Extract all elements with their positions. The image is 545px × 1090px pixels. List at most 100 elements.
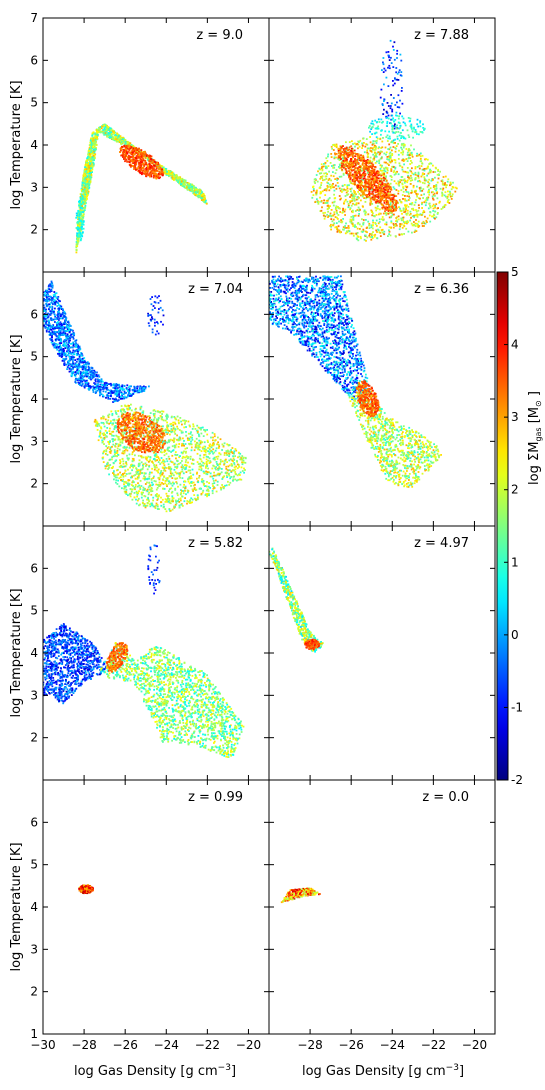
data-point [102,125,104,128]
data-point [376,127,378,130]
data-point [320,182,323,184]
data-point [87,155,89,158]
data-point [410,203,413,206]
data-point [394,123,396,126]
data-point [88,178,90,181]
data-point [362,223,365,226]
data-point [354,167,357,169]
data-point [393,120,396,123]
data-point [73,353,76,356]
data-point [83,180,86,183]
data-point [148,174,151,177]
data-point [347,203,350,205]
data-point [175,174,178,176]
data-point [200,196,202,199]
data-point [92,156,95,158]
data-point [321,168,324,171]
data-point [415,230,418,232]
data-point [80,211,83,213]
data-point [320,200,323,202]
data-point [380,88,383,91]
data-point [381,146,384,149]
data-point [449,192,452,195]
data-point [83,209,86,211]
data-point [60,332,63,335]
data-point [75,216,78,219]
data-point [352,163,354,166]
data-point [106,384,108,386]
data-point [360,225,363,228]
data-point [78,217,80,220]
data-point [84,185,87,188]
data-point [318,167,321,170]
data-point [332,223,335,226]
data-point [371,133,373,135]
data-point [128,163,131,166]
data-point [84,166,86,169]
data-point [358,141,360,144]
data-point [84,192,86,195]
data-point [91,132,94,135]
data-point [414,173,417,176]
data-point [109,131,112,134]
data-point [427,196,430,199]
data-point [325,189,328,192]
y-tick-label: 5 [30,96,38,110]
data-point [90,174,93,176]
data-point [341,151,344,153]
data-point [322,179,324,182]
data-point [388,158,390,161]
data-point [377,125,379,128]
data-point [370,122,373,125]
data-point [389,200,392,203]
data-point [409,213,412,215]
data-point [109,136,111,139]
data-point [320,167,323,170]
data-point [140,169,143,171]
data-point [353,168,356,171]
data-point [404,204,406,207]
data-point [385,206,387,209]
data-point [371,173,373,176]
data-point [428,178,430,181]
data-point [410,222,413,225]
data-point [338,152,341,155]
data-point [94,147,96,150]
data-point [204,201,207,204]
data-point [376,176,378,179]
data-point [374,180,377,183]
data-point [419,197,421,200]
data-point [380,150,383,153]
data-point [145,156,148,159]
data-point [394,104,397,106]
data-point [379,137,382,140]
data-point [444,182,446,184]
data-point [429,205,431,207]
data-point [413,190,416,193]
data-point [437,170,439,172]
data-point [377,193,380,195]
data-point [375,136,378,139]
data-point [192,190,195,193]
data-point [333,200,336,203]
data-point [419,131,422,133]
data-point [386,190,389,193]
data-point [361,185,364,187]
data-point [334,178,337,180]
data-point [147,173,150,176]
data-point [374,189,377,191]
data-point [354,164,357,166]
data-point [120,143,122,145]
data-point [353,198,356,200]
data-point [404,198,406,200]
data-point [338,195,341,197]
data-point [411,161,413,164]
data-point [433,214,436,217]
data-point [85,175,88,177]
data-point [385,116,388,118]
data-point [82,213,85,215]
data-point [371,143,374,146]
data-point [77,358,79,361]
data-point [380,174,383,177]
data-point [372,174,375,177]
